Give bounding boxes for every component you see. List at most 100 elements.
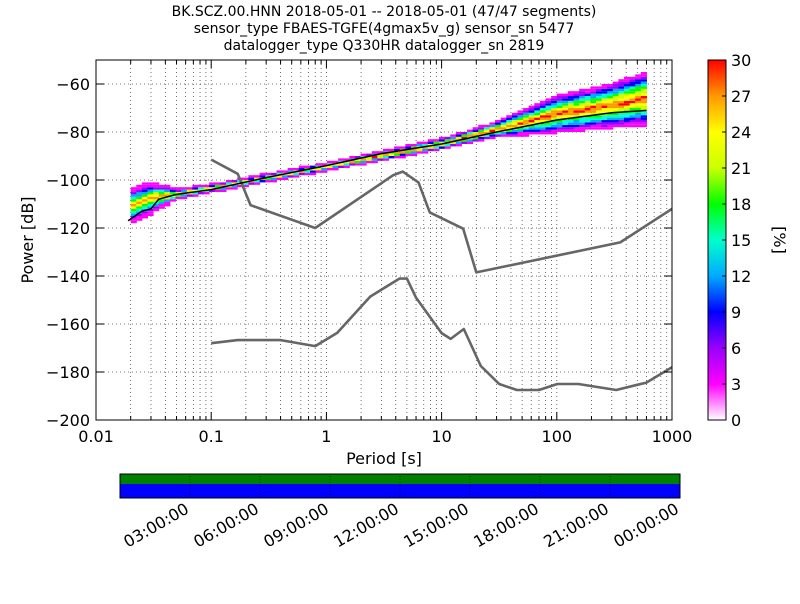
psd-heat-cell bbox=[158, 187, 165, 190]
psd-heat-cell bbox=[169, 192, 177, 195]
psd-heat-cell bbox=[231, 187, 238, 190]
psd-heat-cell bbox=[624, 96, 631, 99]
psd-heat-cell bbox=[590, 115, 597, 118]
psd-heat-cell bbox=[410, 144, 418, 147]
psd-heat-cell bbox=[130, 192, 137, 195]
psd-heat-cell bbox=[192, 187, 199, 190]
psd-heat-cell bbox=[472, 134, 479, 137]
psd-heat-cell bbox=[635, 117, 642, 120]
psd-heat-cell bbox=[422, 146, 429, 149]
psd-heat-cell bbox=[635, 81, 642, 84]
psd-heat-cell bbox=[607, 93, 614, 96]
psd-heat-cell bbox=[495, 120, 502, 123]
psd-heat-cell bbox=[130, 204, 137, 207]
psd-heat-cell bbox=[567, 110, 575, 113]
psd-heat-cell bbox=[590, 108, 597, 111]
psd-heat-cell bbox=[573, 100, 580, 104]
psd-heat-cell bbox=[511, 129, 519, 132]
psd-heat-cell bbox=[640, 108, 647, 111]
psd-heat-cell bbox=[254, 180, 261, 183]
psd-heat-cell bbox=[573, 115, 580, 118]
psd-heat-cell bbox=[635, 98, 642, 101]
psd-heat-cell bbox=[579, 108, 586, 111]
psd-heat-cell bbox=[523, 117, 530, 120]
psd-heat-cell bbox=[573, 122, 580, 125]
psd-heat-cell bbox=[635, 120, 642, 123]
psd-heat-cell bbox=[394, 148, 401, 152]
psd-heat-cell bbox=[130, 220, 137, 224]
psd-heat-cell bbox=[523, 127, 530, 130]
psd-heat-cell bbox=[343, 165, 350, 168]
psd-heat-cell bbox=[349, 163, 356, 166]
psd-heat-cell bbox=[444, 146, 451, 149]
psd-heat-cell bbox=[629, 93, 636, 96]
psd-heat-cell bbox=[248, 182, 255, 185]
psd-heat-cell bbox=[130, 213, 137, 216]
psd-heat-cell bbox=[130, 206, 137, 209]
psd-heat-cell bbox=[640, 100, 647, 104]
psd-heat-cell bbox=[231, 182, 238, 185]
psd-heat-cell bbox=[461, 136, 468, 140]
psd-heat-cell bbox=[478, 129, 485, 132]
psd-heat-cell bbox=[500, 120, 507, 123]
psd-heat-cell bbox=[595, 86, 603, 89]
psd-heat-cell bbox=[254, 177, 261, 180]
psd-heat-cell bbox=[545, 132, 552, 135]
psd-heat-cell bbox=[612, 91, 619, 94]
colorbar-tick-label: 27 bbox=[731, 87, 751, 106]
psd-heat-cell bbox=[523, 110, 530, 113]
psd-heat-cell bbox=[287, 172, 294, 176]
timeline-tick-label: 06:00:00 bbox=[190, 499, 262, 551]
psd-heat-cell bbox=[282, 170, 289, 173]
psd-heat-cell bbox=[607, 96, 614, 99]
psd-heat-cell bbox=[467, 132, 474, 135]
psd-heat-cell bbox=[326, 160, 333, 164]
psd-heat-cell bbox=[551, 98, 558, 101]
psd-heat-cell bbox=[181, 187, 188, 190]
psd-heat-cell bbox=[136, 184, 143, 188]
psd-heat-cell bbox=[371, 158, 378, 161]
psd-heat-cell bbox=[595, 103, 603, 106]
psd-heat-cell bbox=[147, 187, 154, 190]
psd-heat-cell bbox=[595, 98, 603, 101]
psd-heat-cell bbox=[624, 79, 631, 82]
psd-heat-cell bbox=[422, 141, 429, 144]
colorbar-label: [%] bbox=[770, 226, 789, 254]
psd-heat-cell bbox=[590, 103, 597, 106]
psd-heat-cell bbox=[495, 122, 502, 125]
psd-heat-cell bbox=[399, 146, 406, 149]
psd-heat-cell bbox=[590, 127, 597, 130]
psd-heat-cell bbox=[640, 79, 647, 82]
psd-heat-cell bbox=[601, 100, 608, 104]
psd-heat-cell bbox=[500, 132, 507, 135]
psd-heat-cell bbox=[153, 194, 160, 197]
psd-heat-cell bbox=[366, 158, 373, 161]
psd-heat-cell bbox=[450, 144, 457, 147]
psd-heat-cell bbox=[450, 141, 457, 144]
psd-heat-cell bbox=[136, 199, 143, 202]
psd-heat-cell bbox=[595, 115, 603, 118]
psd-heat-cell bbox=[595, 96, 603, 99]
psd-heat-cell bbox=[595, 108, 603, 111]
psd-heat-cell bbox=[141, 199, 148, 202]
psd-heat-cell bbox=[573, 91, 580, 94]
psd-heat-cell bbox=[618, 93, 625, 96]
psd-heat-cell bbox=[399, 153, 406, 156]
psd-heat-cell bbox=[153, 189, 160, 192]
psd-heat-cell bbox=[181, 189, 188, 192]
y-tick-label: −60 bbox=[56, 75, 90, 94]
data-coverage-timeline: 03:00:0006:00:0009:00:0012:00:0015:00:00… bbox=[119, 473, 682, 551]
psd-heat-cell bbox=[382, 158, 390, 161]
psd-heat-cell bbox=[450, 139, 457, 142]
psd-heat-cell bbox=[567, 98, 575, 101]
psd-heat-cell bbox=[483, 136, 490, 140]
psd-heat-cell bbox=[539, 103, 547, 106]
psd-heat-cell bbox=[248, 175, 255, 178]
psd-heat-cell bbox=[640, 91, 647, 94]
psd-heat-cell bbox=[607, 122, 614, 125]
psd-heat-cell bbox=[366, 156, 373, 159]
psd-heat-cell bbox=[489, 124, 496, 128]
psd-heat-cell bbox=[511, 134, 519, 137]
psd-heat-cell bbox=[310, 172, 317, 176]
psd-heat-cell bbox=[153, 204, 160, 207]
